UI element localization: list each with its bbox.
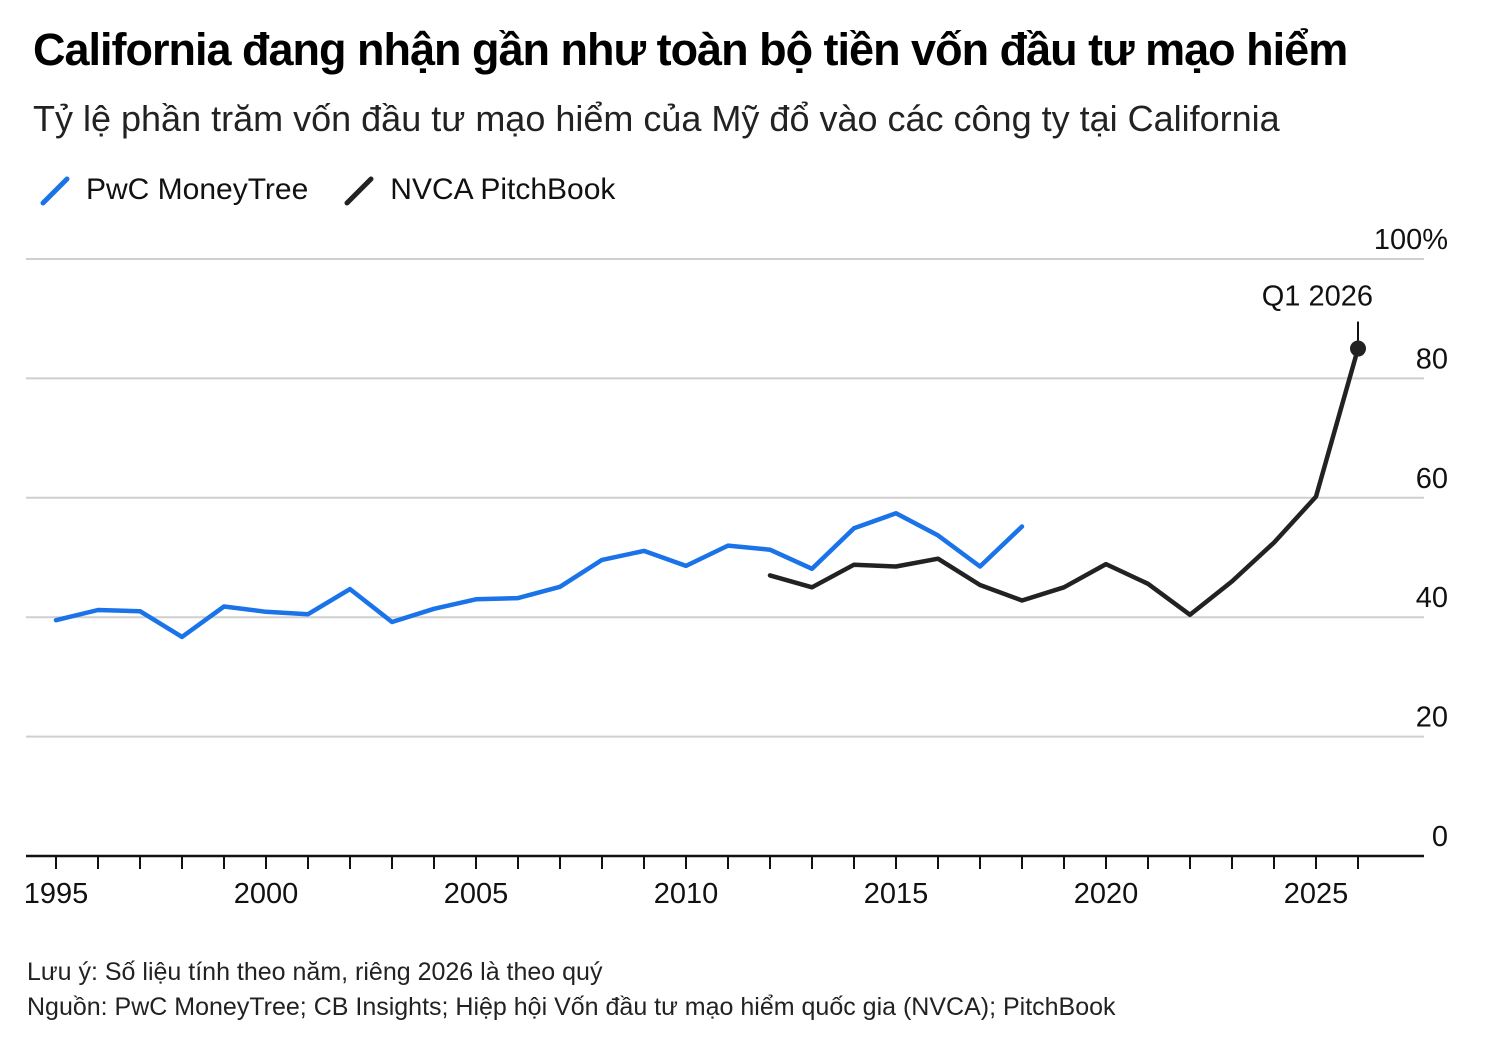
footnote-note: Lưu ý: Số liệu tính theo năm, riêng 2026…	[27, 958, 603, 986]
legend-item-pwc: PwC MoneyTree	[38, 173, 308, 207]
x-tick-label: 2010	[654, 878, 719, 910]
chart-title: California đang nhận gần như toàn bộ tiề…	[33, 24, 1348, 75]
y-tick-label: 40	[1416, 582, 1448, 614]
footnote-source: Nguồn: PwC MoneyTree; CB Insights; Hiệp …	[27, 993, 1116, 1021]
legend-label-nvca: NVCA PitchBook	[390, 173, 616, 206]
annotation-label: Q1 2026	[1262, 281, 1373, 313]
annotation-point	[1350, 340, 1366, 357]
legend-item-nvca: NVCA PitchBook	[342, 173, 615, 207]
y-tick-label: 60	[1416, 463, 1448, 495]
chart-subtitle: Tỷ lệ phần trăm vốn đầu tư mạo hiểm của …	[33, 98, 1280, 139]
legend-swatch-nvca-icon	[344, 176, 374, 206]
y-tick-label: 100%	[1374, 224, 1448, 256]
legend-swatch-pwc-icon	[40, 176, 70, 206]
y-tick-label: 0	[1432, 821, 1448, 853]
x-tick-label: 2005	[444, 878, 509, 910]
x-tick-label: 2020	[1074, 878, 1139, 910]
x-tick-label: 2015	[864, 878, 929, 910]
series-line-pwc	[53, 511, 1025, 640]
x-tick-label: 2000	[234, 878, 299, 910]
y-tick-label: 20	[1416, 702, 1448, 734]
series-line-nvca	[767, 346, 1361, 618]
x-tick-label: 2025	[1284, 878, 1349, 910]
x-tick-label: 1995	[24, 878, 89, 910]
y-tick-label: 80	[1416, 343, 1448, 375]
legend-label-pwc: PwC MoneyTree	[86, 173, 309, 206]
legend: PwC MoneyTree NVCA PitchBook	[38, 170, 649, 210]
